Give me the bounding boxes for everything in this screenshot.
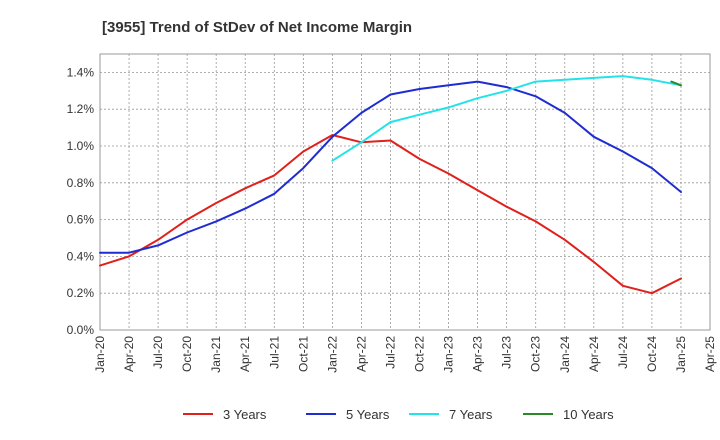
grid [99,53,711,331]
x-tick-label: Apr-20 [122,336,136,372]
series-line-7-years [331,75,682,162]
x-tick-label: Oct-21 [296,336,310,372]
legend-label: 10 Years [563,407,614,422]
x-tick-label: Jan-23 [442,336,456,373]
x-tick-label: Jul-22 [383,336,397,369]
series-lines [99,75,682,295]
x-tick-label: Jul-20 [151,336,165,369]
x-tick-label: Jul-23 [500,336,514,369]
y-tick-label: 0.8% [67,176,95,190]
chart-title: [3955] Trend of StDev of Net Income Marg… [102,19,412,36]
y-tick-label: 0.2% [67,286,95,300]
y-tick-label: 0.4% [67,249,95,263]
x-tick-label: Oct-20 [180,336,194,372]
x-tick-label: Oct-23 [529,336,543,372]
x-tick-label: Oct-22 [413,336,427,372]
x-tick-label: Apr-23 [471,336,485,372]
x-tick-label: Apr-22 [354,336,368,372]
legend-label: 7 Years [449,407,493,422]
x-tick-label: Jan-24 [558,336,572,373]
x-tick-label: Apr-25 [703,336,717,372]
y-tick-label: 1.4% [67,65,95,79]
x-tick-label: Oct-24 [645,336,659,372]
x-tick-label: Jul-21 [267,336,281,369]
series-line-5-years [99,80,682,254]
plot-frame [99,53,711,331]
x-tick-label: Jul-24 [616,336,630,369]
x-tick-label: Jan-20 [93,336,107,373]
legend-label: 3 Years [223,407,267,422]
x-tick-label: Jan-22 [325,336,339,373]
legend: 3 Years 5 Years 7 Years 10 Years [183,407,614,422]
y-tick-label: 1.2% [67,102,95,116]
series-line-10-years [670,80,682,87]
axes: 0.0% 0.2% 0.4% 0.6% 0.8% 1.0% 1.2% 1.4% Jan-20 Ap… [67,65,717,372]
x-tick-label: Apr-24 [587,336,601,372]
y-tick-label: 1.0% [67,139,95,153]
legend-label: 5 Years [346,407,390,422]
x-tick-label: Apr-21 [238,336,252,372]
y-tick-label: 0.6% [67,213,95,227]
x-tick-label: Jan-21 [209,336,223,373]
y-tick-label: 0.0% [67,323,95,337]
x-tick-label: Jan-25 [674,336,688,373]
series-line-3-years [99,134,682,295]
